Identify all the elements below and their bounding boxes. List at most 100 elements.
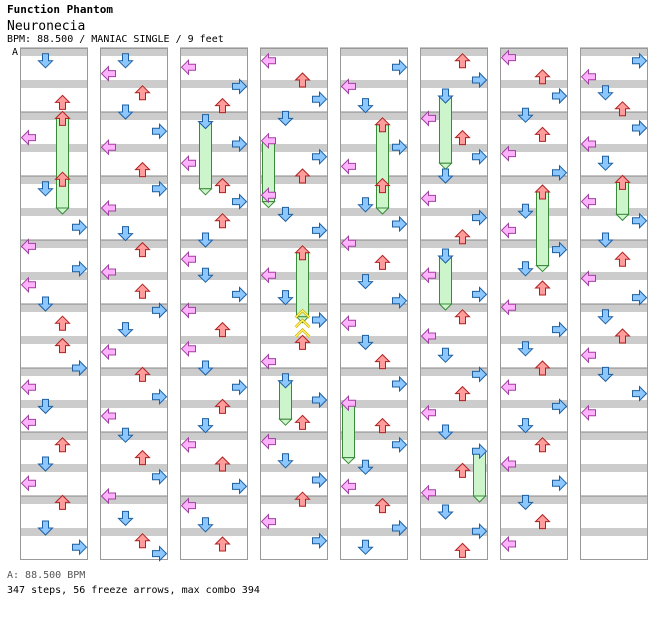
up-arrow (294, 168, 311, 184)
column-border (500, 48, 568, 560)
beat-stripe (20, 528, 88, 536)
beat-stripe (580, 464, 648, 472)
right-arrow (72, 218, 88, 236)
freeze-arrow-head (437, 248, 454, 264)
down-arrow (197, 418, 214, 434)
right-arrow (392, 58, 408, 76)
right-arrow (152, 122, 168, 140)
beat-stripe (580, 112, 648, 120)
left-arrow (420, 266, 436, 284)
shock-marker-highlight (295, 309, 310, 319)
beat-stripe (20, 208, 88, 216)
beat-stripe (500, 208, 568, 216)
beat-stripe (260, 176, 328, 184)
left-arrow (500, 535, 516, 553)
right-arrow (232, 478, 248, 495)
column-border (260, 48, 328, 560)
beat-stripe (260, 80, 328, 88)
up-arrow (214, 398, 231, 414)
stats-footer: 347 steps, 56 freeze arrows, max combo 3… (7, 585, 260, 596)
freeze-arrow-body (199, 121, 212, 190)
beat-stripe (20, 336, 88, 344)
up-arrow (454, 229, 471, 245)
beat-stripe (420, 368, 488, 376)
beat-stripe (340, 208, 408, 216)
beat-stripe (340, 144, 408, 152)
beat-stripe (260, 304, 328, 312)
left-arrow (260, 186, 276, 204)
column-border (180, 48, 248, 560)
beat-stripe (580, 272, 648, 280)
beat-stripe (260, 496, 328, 504)
left-arrow (100, 343, 116, 361)
freeze-arrow-body (342, 402, 355, 459)
beat-stripe (100, 208, 168, 216)
beat-stripe (340, 304, 408, 312)
up-arrow (294, 334, 311, 350)
right-arrow (312, 222, 328, 239)
beat-stripe (340, 400, 408, 408)
beat-stripe (180, 272, 248, 280)
freeze-arrow-head (277, 373, 294, 389)
left-arrow (580, 68, 596, 86)
beat-stripe (100, 464, 168, 472)
beat-stripe (20, 176, 88, 184)
beat-stripe (100, 80, 168, 88)
beat-stripe (420, 176, 488, 184)
freeze-arrow-body (56, 117, 69, 209)
freeze-arrow-tail (472, 495, 487, 503)
beat-stripe (100, 368, 168, 376)
beat-stripe (420, 240, 488, 248)
down-arrow (277, 290, 294, 306)
left-arrow (340, 158, 356, 175)
down-arrow (357, 459, 374, 475)
beat-stripe (580, 48, 648, 56)
left-arrow (180, 250, 196, 268)
beat-stripe (420, 112, 488, 120)
freeze-arrow-tail (535, 265, 550, 273)
beat-stripe (420, 528, 488, 536)
beat-stripe (260, 528, 328, 536)
left-arrow (180, 154, 196, 172)
song-meta: BPM: 88.500 / MANIAC SINGLE / 9 feet (7, 34, 224, 45)
beat-stripe (20, 368, 88, 376)
beat-stripe (20, 240, 88, 248)
freeze-arrow-tail (438, 162, 453, 170)
down-arrow (597, 155, 614, 171)
up-arrow (54, 171, 71, 187)
up-arrow (614, 328, 631, 344)
beat-stripe (20, 432, 88, 440)
right-arrow (392, 436, 408, 454)
beat-stripe (340, 432, 408, 440)
beat-stripe (260, 464, 328, 472)
up-arrow (534, 513, 551, 530)
beat-stripe (420, 272, 488, 280)
left-arrow (20, 238, 36, 255)
down-arrow (37, 398, 54, 415)
right-arrow (312, 311, 328, 329)
down-arrow (597, 309, 614, 325)
beat-stripe (340, 496, 408, 504)
right-arrow (312, 391, 328, 409)
beat-stripe (180, 368, 248, 376)
down-arrow (517, 418, 534, 434)
beat-stripe (500, 144, 568, 152)
right-arrow (72, 538, 88, 556)
down-arrow (277, 110, 294, 127)
up-arrow (214, 456, 231, 472)
up-arrow (614, 101, 631, 117)
right-arrow (152, 302, 168, 319)
beat-stripe (420, 144, 488, 152)
up-arrow (454, 309, 471, 325)
freeze-arrow-body (376, 124, 389, 209)
right-arrow (472, 286, 488, 303)
right-arrow (472, 148, 488, 166)
beat-stripe (260, 336, 328, 344)
down-arrow (117, 510, 134, 527)
right-arrow (552, 164, 568, 182)
beat-stripe (420, 336, 488, 344)
right-arrow (152, 545, 168, 562)
beat-stripe (340, 368, 408, 376)
left-arrow (100, 263, 116, 281)
beat-stripe (180, 112, 248, 120)
